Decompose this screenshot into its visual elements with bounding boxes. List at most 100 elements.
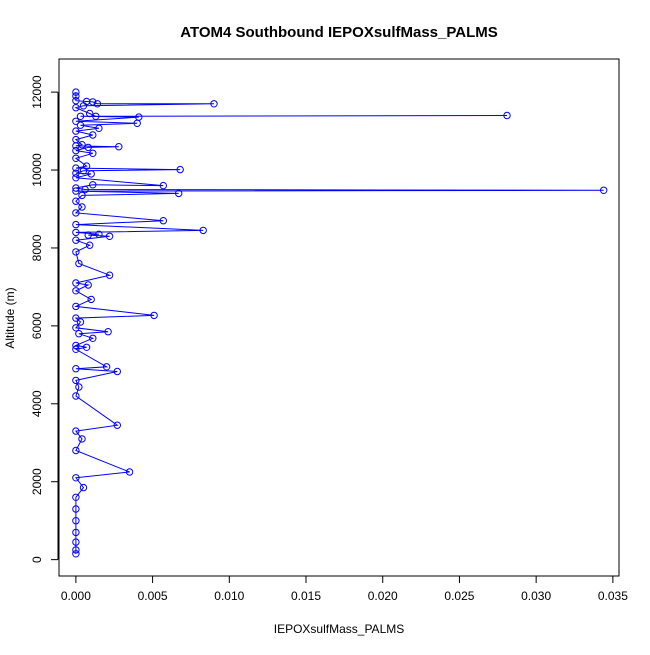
data-point [89,334,97,342]
data-point [133,119,141,128]
data-point [72,505,80,513]
data-point [600,186,608,195]
data-point [93,100,102,108]
data-point [210,100,218,108]
data-point [72,392,80,400]
data-point [503,111,511,120]
data-point [72,228,80,237]
y-tick-label: 0 [30,556,44,563]
x-tick-label: 0.015 [291,589,321,603]
data-point [72,146,80,155]
data-point [72,538,80,546]
data-point [72,324,80,332]
y-tick-label: 4000 [30,390,44,417]
y-tick-label: 12000 [30,75,44,109]
data-point [89,181,97,189]
data-point [92,112,100,121]
data-point [72,474,80,482]
data-point [72,279,80,287]
data-point [72,92,80,100]
data-point [72,154,80,163]
data-point [87,295,95,304]
data-point [95,230,103,239]
data-point [79,483,88,492]
data-point [81,185,89,194]
data-point [175,189,183,198]
y-tick-label: 6000 [30,312,44,339]
data-point [72,127,80,135]
data-point [150,311,158,320]
data-point [176,165,184,174]
data-point [115,143,123,151]
data-point [72,97,80,105]
data-point [75,330,83,338]
data-point [72,376,80,385]
data-point [76,112,85,121]
series-line [74,92,604,554]
data-point [72,302,80,311]
data-point [72,345,80,353]
data-point [72,209,80,217]
y-tick-label: 10000 [30,153,44,187]
data-point [113,367,122,376]
data-point [72,546,80,554]
data-point [72,427,80,435]
data-point [102,363,111,371]
y-axis: 0 2000 4000 6000 8000 10000 12000 [30,75,59,563]
data-point [113,421,122,429]
data-point [72,174,80,182]
data-point [72,164,80,172]
x-axis-label: IEPOXsulfMass_PALMS [274,622,405,636]
data-point [72,187,80,195]
data-point [72,287,80,295]
data-point [79,102,88,110]
data-point [72,446,80,455]
data-point [72,184,80,192]
chart-title: ATOM4 Southbound IEPOXsulfMass_PALMS [180,24,498,41]
data-point [84,281,92,289]
data-point [84,231,92,239]
data-point [82,343,91,351]
data-point [86,241,94,249]
data-point [159,217,168,225]
data-point [72,365,80,373]
y-tick-label: 8000 [30,234,44,261]
data-point [72,236,80,244]
data-point [95,124,103,133]
data-point [72,117,80,126]
data-point [89,98,97,106]
data-point [76,318,85,326]
data-point [78,191,86,200]
data-point [104,328,112,336]
data-point [105,232,114,241]
data-point [89,149,97,158]
data-point [159,181,168,190]
x-tick-label: 0.035 [598,589,628,603]
data-point [75,383,83,391]
data-point [199,226,207,235]
data-point [125,468,134,476]
data-point [76,121,85,129]
data-point [72,493,80,501]
data-layer [72,88,608,558]
data-point [72,104,80,112]
y-tick-label: 2000 [30,468,44,495]
x-tick-label: 0.030 [521,589,551,603]
x-tick-label: 0.010 [214,589,244,603]
x-tick-label: 0.005 [138,589,168,603]
data-point [86,109,94,118]
data-point [72,550,80,558]
data-point [72,169,80,177]
data-point [79,167,88,175]
x-tick-label: 0.020 [368,589,398,603]
data-point [72,197,80,205]
data-point [72,517,80,525]
data-point [78,435,86,443]
data-point [72,248,80,256]
data-point [72,220,80,229]
x-tick-label: 0.000 [61,589,91,603]
data-point [72,341,80,350]
